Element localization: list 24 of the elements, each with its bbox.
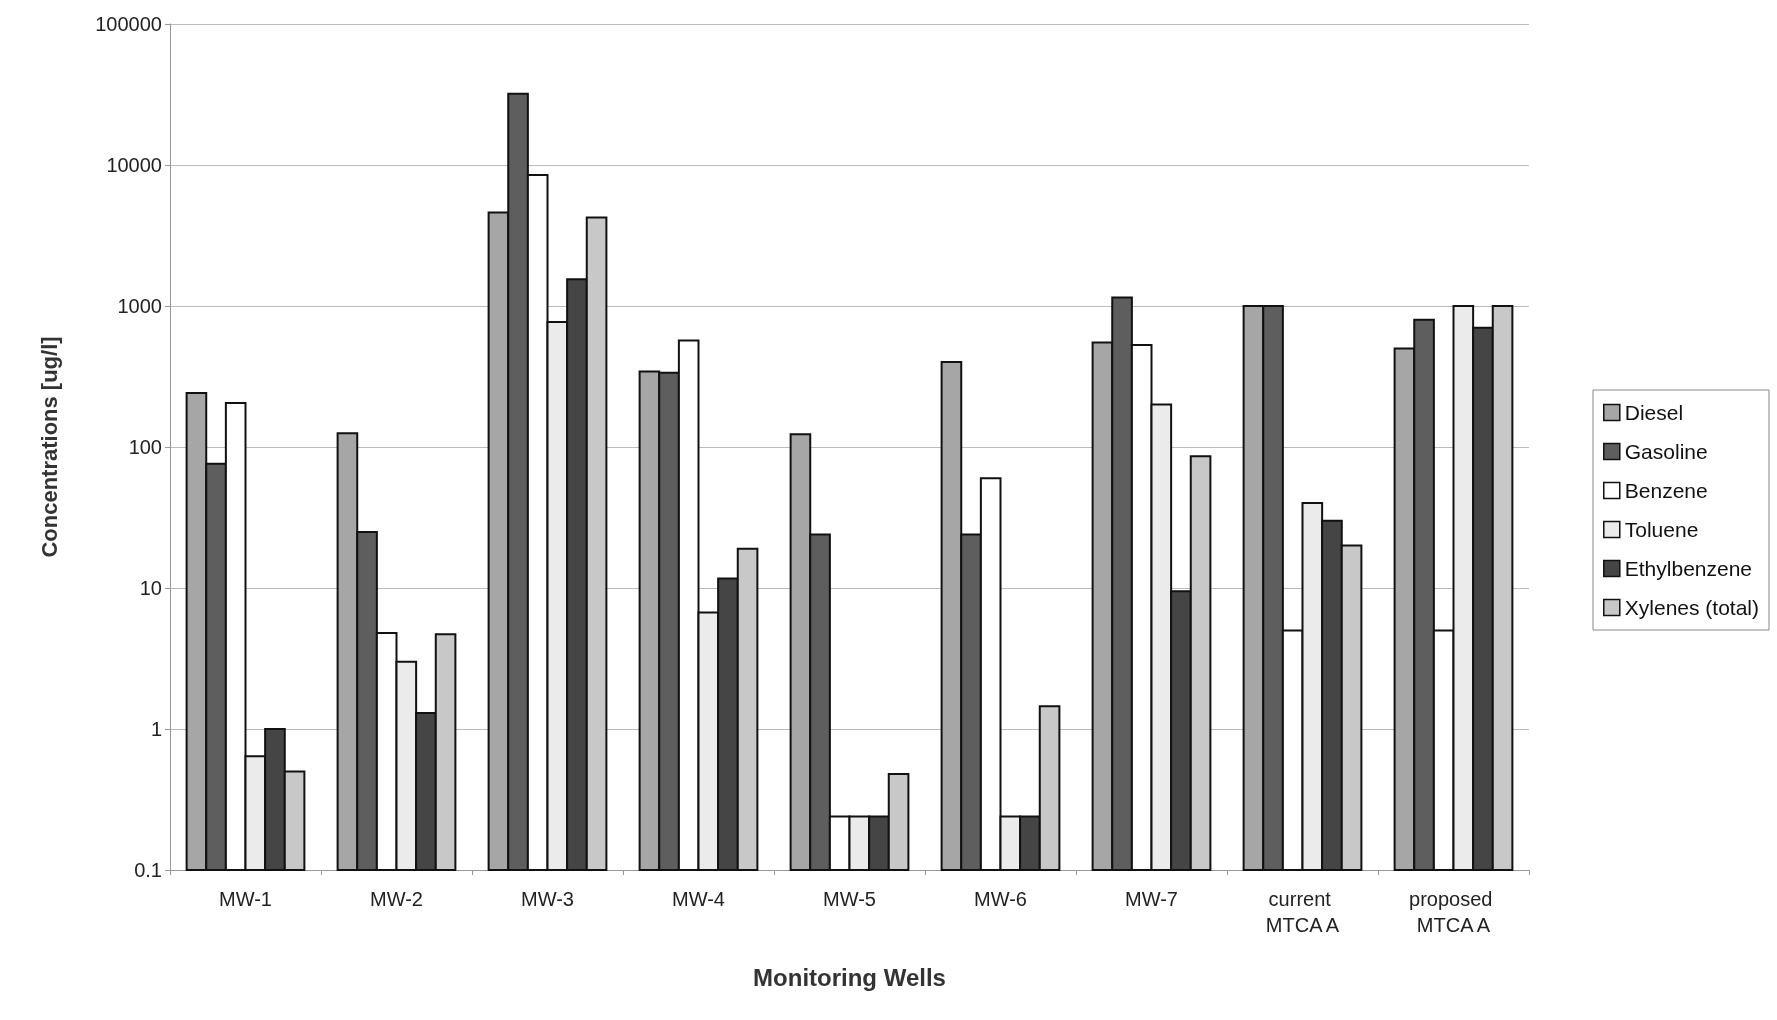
x-tick-label: MW-5 [823, 888, 876, 910]
legend-label: Xylenes (total) [1624, 596, 1760, 619]
x-axis-title: Monitoring Wells [753, 963, 946, 991]
x-tick-label: MW-6 [974, 888, 1027, 910]
legend-label: Benzene [1624, 479, 1708, 502]
x-tick-label: MW-1 [219, 888, 272, 910]
y-axis-title: Concentrations [ug/l] [36, 336, 62, 558]
y-tick-label: 100000 [95, 13, 162, 35]
x-tick-label: proposed MTCA A [1409, 888, 1498, 936]
legend-label: Diesel [1624, 401, 1684, 424]
y-tick-label: 10 [139, 577, 162, 599]
y-tick-label: 1000 [117, 295, 162, 317]
y-tick-label: 100 [128, 436, 162, 458]
y-tick-label: 1 [150, 718, 162, 740]
x-tick-label: MW-7 [1125, 888, 1178, 910]
legend-label: Gasoline [1624, 440, 1708, 463]
y-tick-label: 10000 [106, 154, 162, 176]
legend-label: Toluene [1624, 518, 1699, 541]
x-tick-label: MW-4 [672, 888, 725, 910]
x-tick-label: MW-3 [521, 888, 574, 910]
x-tick-label: current MTCA A [1265, 888, 1340, 936]
legend-label: Ethylbenzene [1624, 557, 1753, 580]
x-tick-label: MW-2 [370, 888, 423, 910]
y-tick-label: 0.1 [134, 859, 162, 881]
